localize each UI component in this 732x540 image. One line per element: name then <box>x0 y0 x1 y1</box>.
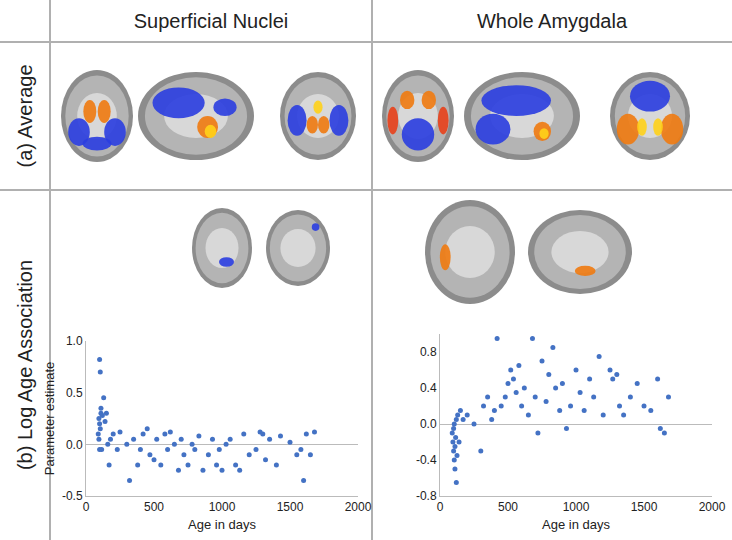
svg-text:1500: 1500 <box>277 500 304 514</box>
svg-text:2000: 2000 <box>699 500 726 514</box>
svg-text:0.0: 0.0 <box>66 438 83 452</box>
svg-text:2000: 2000 <box>345 500 372 514</box>
svg-text:1.0: 1.0 <box>66 334 83 348</box>
svg-text:0.4: 0.4 <box>420 381 437 395</box>
svg-text:0: 0 <box>437 500 444 514</box>
svg-text:-0.5: -0.5 <box>62 489 83 503</box>
svg-text:0.5: 0.5 <box>66 386 83 400</box>
svg-text:Age in days: Age in days <box>542 517 610 532</box>
svg-text:Superficial Nuclei: Superficial Nuclei <box>134 10 289 32</box>
svg-text:-0.8: -0.8 <box>416 489 437 503</box>
svg-text:500: 500 <box>144 500 164 514</box>
svg-text:0: 0 <box>83 500 90 514</box>
svg-text:Whole Amygdala: Whole Amygdala <box>477 10 628 32</box>
svg-text:(b) Log Age Association: (b) Log Age Association <box>14 260 36 470</box>
svg-text:1500: 1500 <box>631 500 658 514</box>
svg-text:Age in days: Age in days <box>188 517 256 532</box>
svg-text:(a) Average: (a) Average <box>14 64 36 167</box>
svg-text:-0.4: -0.4 <box>416 453 437 467</box>
svg-text:1000: 1000 <box>209 500 236 514</box>
svg-text:0.8: 0.8 <box>420 345 437 359</box>
svg-text:1000: 1000 <box>563 500 590 514</box>
svg-text:Parameter estimate: Parameter estimate <box>42 362 57 475</box>
svg-text:500: 500 <box>498 500 518 514</box>
svg-text:0.0: 0.0 <box>420 417 437 431</box>
